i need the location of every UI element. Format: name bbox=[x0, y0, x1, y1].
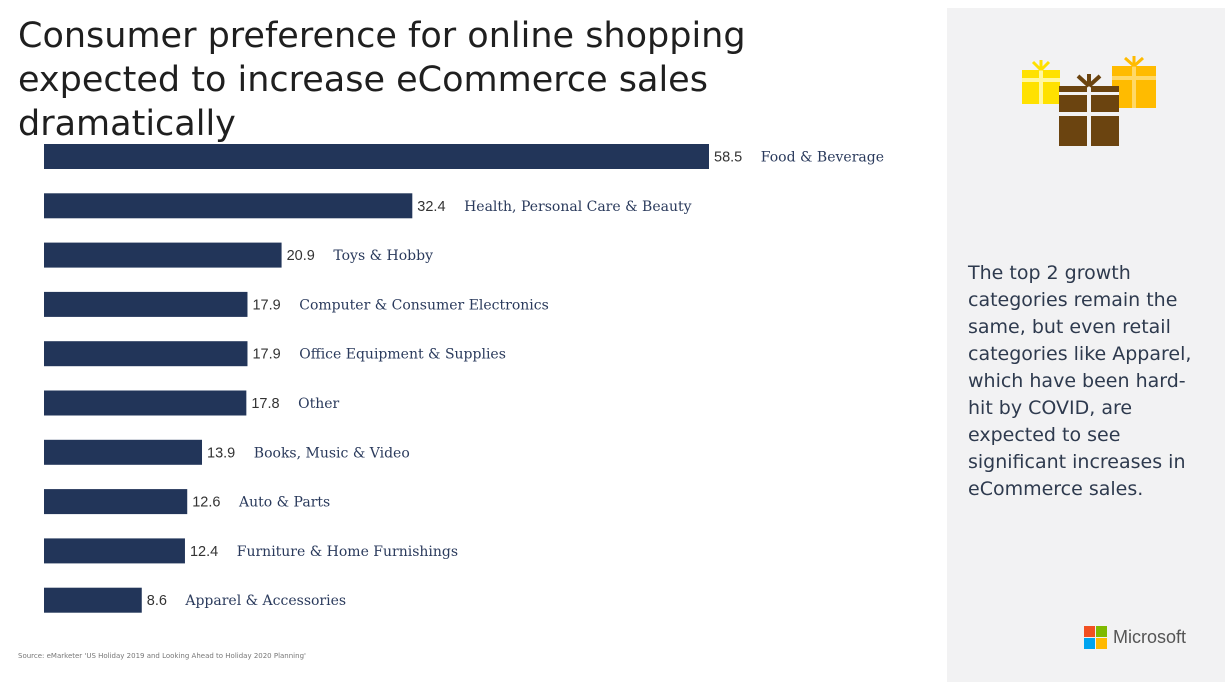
category-label: Computer & Consumer Electronics bbox=[299, 297, 549, 313]
category-label: Furniture & Home Furnishings bbox=[237, 544, 458, 560]
bar bbox=[44, 242, 282, 268]
category-label: Toys & Hobby bbox=[333, 248, 433, 264]
microsoft-wordmark: Microsoft bbox=[1113, 627, 1187, 647]
category-label: Apparel & Accessories bbox=[184, 593, 346, 609]
bar bbox=[44, 390, 247, 416]
value-label: 8.6 bbox=[147, 593, 167, 609]
gifts-icon bbox=[1022, 56, 1156, 146]
source-note: Source: eMarketer 'US Holiday 2019 and L… bbox=[18, 652, 306, 660]
category-label: Books, Music & Video bbox=[254, 445, 410, 461]
bar-chart: 58.5 Food & Beverage 32.4 Health, Personal … bbox=[44, 144, 884, 613]
bar bbox=[44, 341, 248, 367]
category-label: Office Equipment & Supplies bbox=[299, 347, 506, 363]
value-label: 17.9 bbox=[252, 297, 280, 313]
value-label: 12.6 bbox=[192, 495, 220, 511]
value-label: 20.9 bbox=[287, 248, 315, 264]
value-label: 17.9 bbox=[252, 347, 280, 363]
category-label: Food & Beverage bbox=[761, 150, 884, 166]
slide-title: Consumer preference for online shopping … bbox=[18, 16, 746, 144]
value-label: 17.8 bbox=[251, 396, 279, 412]
side-text: The top 2 growth categories remain the s… bbox=[968, 262, 1192, 500]
bar bbox=[44, 193, 413, 219]
value-label: 12.4 bbox=[190, 544, 218, 560]
microsoft-logo: Microsoft bbox=[1084, 626, 1186, 649]
category-label: Other bbox=[298, 396, 339, 412]
value-label: 13.9 bbox=[207, 445, 235, 461]
bar bbox=[44, 489, 188, 515]
category-label: Health, Personal Care & Beauty bbox=[464, 199, 691, 215]
bar bbox=[44, 144, 709, 169]
value-label: 58.5 bbox=[714, 150, 742, 166]
microsoft-squares-icon bbox=[1084, 626, 1107, 649]
side-panel: The top 2 growth categories remain the s… bbox=[947, 8, 1225, 682]
bar bbox=[44, 291, 248, 317]
category-label: Auto & Parts bbox=[238, 495, 330, 511]
value-label: 32.4 bbox=[417, 199, 445, 215]
bar bbox=[44, 439, 203, 465]
bar bbox=[44, 538, 185, 564]
bar bbox=[44, 587, 142, 613]
